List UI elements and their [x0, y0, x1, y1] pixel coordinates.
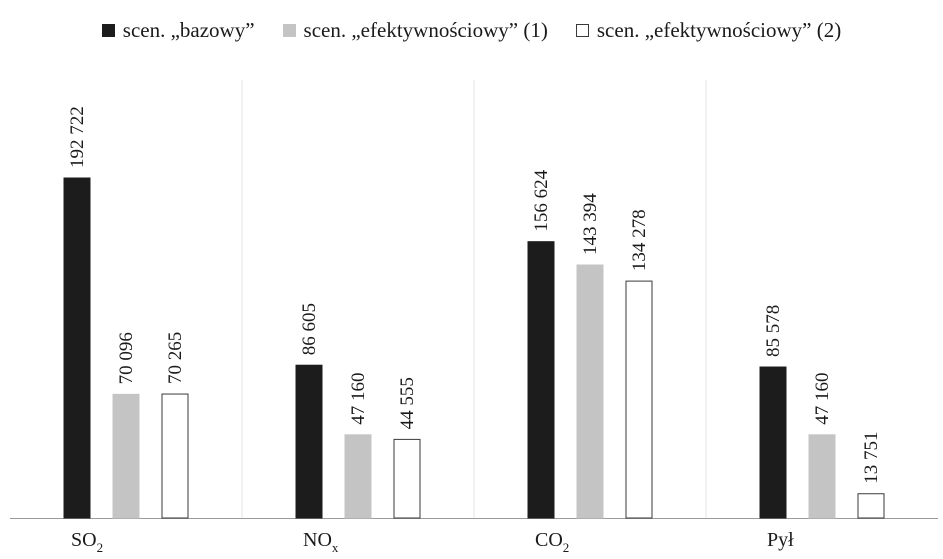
legend: scen. „bazowy” scen. „efektywnościowy” (1… — [0, 12, 943, 48]
bar-3-series-3 — [625, 280, 653, 519]
category-label-subscript: 2 — [563, 540, 570, 555]
category-label-4: Pył — [767, 529, 794, 551]
data-label-2-3: 44 555 — [397, 377, 418, 429]
bar-1-series-1 — [63, 177, 91, 519]
bar-2-series-3 — [393, 438, 421, 519]
bar-1-series-2 — [112, 393, 140, 519]
legend-swatch-1 — [101, 23, 115, 37]
bar-4-series-1 — [759, 366, 787, 519]
legend-label-1: scen. „bazowy” — [122, 17, 255, 42]
bar-2-series-1 — [295, 364, 323, 519]
data-label-4-2: 47 160 — [812, 373, 833, 425]
data-label-1-2: 70 096 — [116, 332, 137, 384]
data-label-4-1: 85 578 — [763, 305, 784, 357]
category-label-1: SO2 — [71, 529, 103, 555]
data-label-4-3: 13 751 — [861, 431, 882, 483]
bar-1-series-3 — [161, 393, 189, 519]
legend-label-2: scen. „efektywnościowy” (1) — [303, 17, 548, 42]
legend-swatch-2 — [282, 23, 296, 37]
category-label-subscript: x — [332, 540, 339, 555]
legend-label-3: scen. „efektywnościowy” (2) — [596, 17, 842, 42]
legend-swatch-3 — [575, 23, 589, 37]
bar-3-series-1 — [527, 241, 555, 519]
legend-item-3: scen. „efektywnościowy” (2) — [575, 17, 842, 43]
data-label-1-1: 192 722 — [67, 106, 88, 168]
category-label-main: CO — [535, 529, 563, 551]
legend-item-2: scen. „efektywnościowy” (1) — [282, 17, 548, 43]
category-label-main: SO — [71, 529, 97, 551]
category-label-2: NOx — [303, 529, 339, 555]
data-label-3-2: 143 394 — [580, 193, 601, 255]
data-label-3-3: 134 278 — [629, 209, 650, 271]
data-label-2-1: 86 605 — [299, 303, 320, 355]
bar-4-series-2 — [808, 434, 836, 519]
category-label-main: NO — [303, 529, 332, 551]
bar-3-series-2 — [576, 264, 604, 519]
category-label-subscript: 2 — [97, 540, 104, 555]
legend-item-1: scen. „bazowy” — [101, 17, 255, 43]
bar-2-series-2 — [344, 434, 372, 519]
data-label-2-2: 47 160 — [348, 373, 369, 425]
bar-4-series-3 — [857, 493, 885, 519]
category-label-3: CO2 — [535, 529, 569, 555]
category-label-main: Pył — [767, 529, 794, 551]
data-label-3-1: 156 624 — [531, 169, 552, 231]
data-label-1-3: 70 265 — [165, 332, 186, 384]
